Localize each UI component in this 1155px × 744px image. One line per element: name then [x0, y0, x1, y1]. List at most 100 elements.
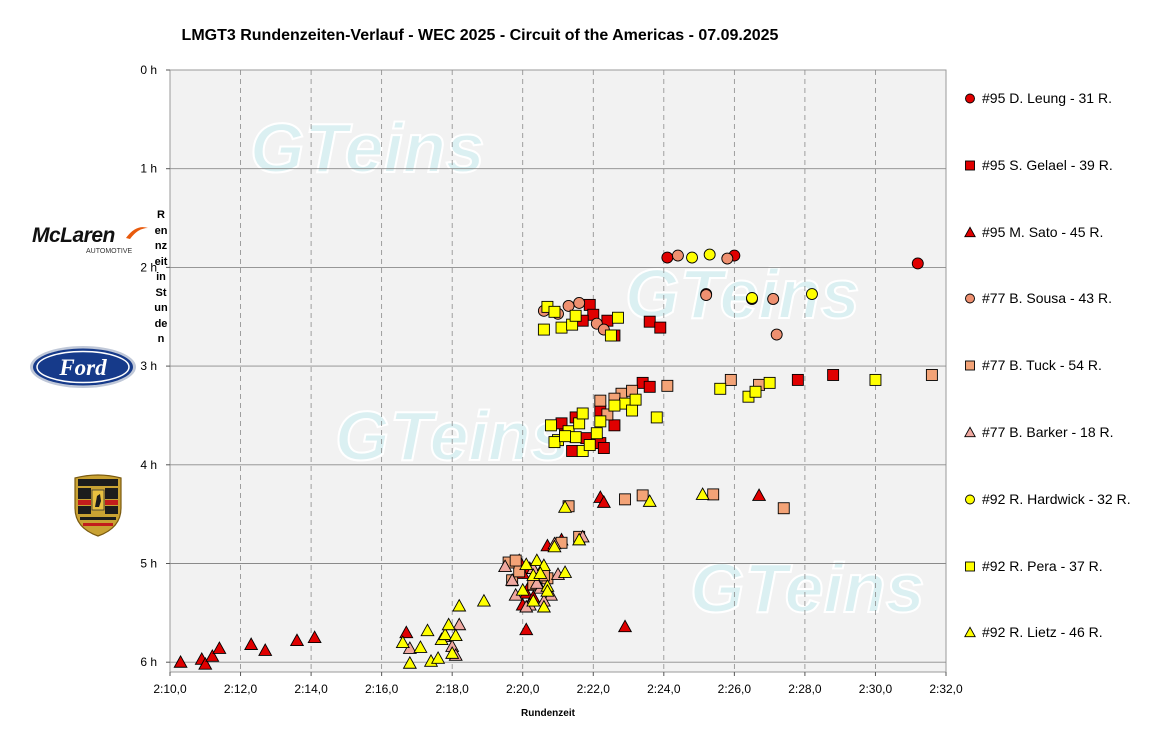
data-point-triangle	[448, 628, 463, 642]
legend-marker-shape	[964, 426, 976, 438]
data-point-square	[573, 417, 586, 430]
legend-item: #95 M. Sato - 45 R.	[962, 222, 1103, 242]
legend-marker	[965, 93, 975, 104]
data-point-square	[763, 376, 776, 389]
y-tick-label: 1 h	[140, 162, 157, 176]
series-8	[395, 487, 710, 669]
data-point-triangle	[515, 582, 530, 596]
data-point-triangle	[519, 622, 534, 636]
legend-marker	[964, 225, 976, 237]
data-point-triangle	[536, 599, 551, 613]
data-point-triangle	[452, 598, 467, 612]
legend-marker-shape	[965, 561, 975, 572]
data-point-square	[654, 321, 667, 334]
data-point-square	[791, 373, 804, 386]
y-tick-label: 0 h	[140, 63, 157, 77]
data-point-square	[925, 369, 938, 381]
watermark-text: GTeins	[690, 549, 925, 627]
data-point-triangle	[642, 494, 657, 507]
x-tick-label: 2:32,0	[929, 682, 963, 696]
data-point-triangle	[258, 643, 273, 656]
grid-lines	[170, 70, 946, 672]
data-point-square	[619, 493, 631, 506]
legend-item: #95 D. Leung - 31 R.	[962, 88, 1112, 108]
data-point-square	[643, 315, 656, 328]
legend-label: #95 D. Leung - 31 R.	[982, 90, 1112, 106]
x-tick-label: 2:26,0	[718, 682, 752, 696]
series-7	[537, 300, 882, 457]
legend-label: #92 R. Hardwick - 32 R.	[982, 490, 1131, 507]
legend-label: #95 S. Gelael - 39 R.	[982, 156, 1113, 173]
data-point-triangle	[751, 488, 767, 501]
data-point-square	[661, 379, 674, 392]
chart-title: LMGT3 Rundenzeiten-Verlauf - WEC 2025 - …	[181, 27, 779, 44]
y-tick-label: 6 h	[140, 655, 157, 669]
watermark-text: GTeins	[625, 255, 860, 333]
data-point-triangle	[420, 623, 435, 637]
data-point-triangle	[438, 627, 453, 641]
data-point-square	[559, 430, 572, 443]
data-point-square	[509, 554, 522, 567]
data-point-square	[569, 309, 582, 322]
data-point-triangle	[695, 487, 710, 500]
data-point-square	[724, 373, 737, 386]
data-point-square	[612, 311, 624, 324]
y-tick-label: 2 h	[140, 260, 157, 274]
data-point-square	[537, 323, 550, 336]
y-tick-label: 3 h	[140, 359, 157, 373]
x-tick-label: 2:10,0	[153, 682, 187, 696]
data-point-square	[827, 369, 840, 381]
data-point-circle	[686, 251, 698, 264]
x-tick-label: 2:30,0	[859, 682, 893, 696]
data-point-triangle	[519, 557, 534, 570]
data-point-square	[590, 427, 603, 440]
data-point-square	[576, 407, 589, 420]
legend-marker	[965, 561, 975, 572]
legend-marker	[965, 293, 975, 304]
data-point-triangle	[533, 566, 548, 579]
legend-marker-shape	[964, 626, 976, 638]
legend-marker	[965, 360, 975, 371]
data-point-square	[548, 436, 561, 449]
x-tick-label: 2:24,0	[647, 682, 681, 696]
legend-item: #95 S. Gelael - 39 R.	[962, 155, 1113, 175]
data-point-triangle	[476, 593, 492, 607]
data-point-triangle	[244, 637, 259, 650]
data-point-square	[608, 399, 621, 412]
watermark-text: GTeins	[335, 397, 570, 475]
data-point-triangle	[413, 640, 428, 653]
x-tick-label: 2:20,0	[506, 682, 540, 696]
data-point-triangle	[173, 654, 188, 668]
data-point-circle	[562, 299, 575, 312]
legend-marker	[965, 160, 975, 171]
legend-marker-shape	[965, 494, 975, 505]
data-point-triangle	[445, 646, 460, 659]
legend-marker	[964, 626, 976, 638]
data-point-triangle	[441, 617, 456, 631]
legend-label: #77 B. Tuck - 54 R.	[982, 357, 1102, 374]
data-point-square	[626, 404, 639, 417]
data-point-circle	[770, 328, 783, 341]
x-axis-label: Rundenzeit	[521, 708, 576, 719]
data-point-triangle	[395, 635, 410, 648]
data-point-square	[643, 380, 656, 393]
series-6	[686, 248, 818, 304]
data-point-square	[601, 408, 614, 421]
data-point-triangle	[198, 656, 213, 670]
data-points	[173, 248, 938, 670]
x-tick-label: 2:16,0	[365, 682, 399, 696]
data-point-triangle	[557, 565, 573, 578]
data-point-triangle	[289, 633, 305, 646]
data-point-square	[594, 394, 607, 407]
data-point-triangle	[505, 573, 520, 586]
ford-logo: Ford	[28, 344, 138, 395]
legend-item: #92 R. Hardwick - 32 R.	[962, 489, 1131, 509]
data-point-triangle	[526, 593, 541, 607]
legend-label: #77 B. Barker - 18 R.	[982, 424, 1114, 440]
data-point-triangle	[572, 532, 587, 546]
x-tick-label: 2:14,0	[294, 682, 328, 696]
data-point-square	[777, 502, 790, 515]
legend-label: #77 B. Sousa - 43 R.	[982, 290, 1112, 307]
data-point-triangle	[399, 625, 414, 639]
